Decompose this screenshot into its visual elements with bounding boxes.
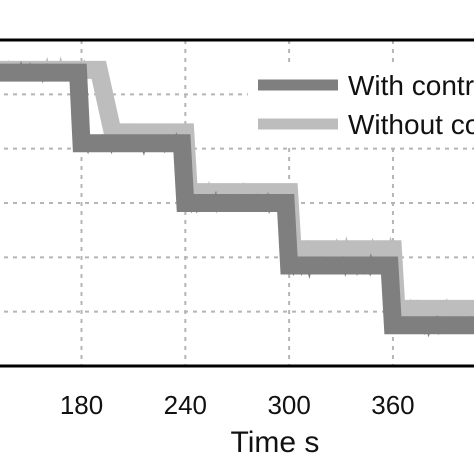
x-axis-ticks: 120180240300360 [60, 390, 415, 420]
legend: With control Without control [248, 65, 474, 145]
series-noise-0 [0, 60, 474, 338]
plot-frame [0, 38, 474, 368]
x-axis-label: Time s [231, 426, 320, 459]
legend-background [248, 65, 474, 145]
x-tick-label-1: 180 [60, 390, 103, 420]
legend-label-with-control: With control [348, 70, 474, 101]
legend-label-without-control: Without control [348, 109, 474, 140]
x-tick-label-2: 240 [164, 390, 207, 420]
series-with-control [0, 60, 474, 338]
x-tick-label-3: 300 [267, 390, 310, 420]
x-tick-label-4: 360 [371, 390, 414, 420]
series-layer [0, 56, 474, 338]
